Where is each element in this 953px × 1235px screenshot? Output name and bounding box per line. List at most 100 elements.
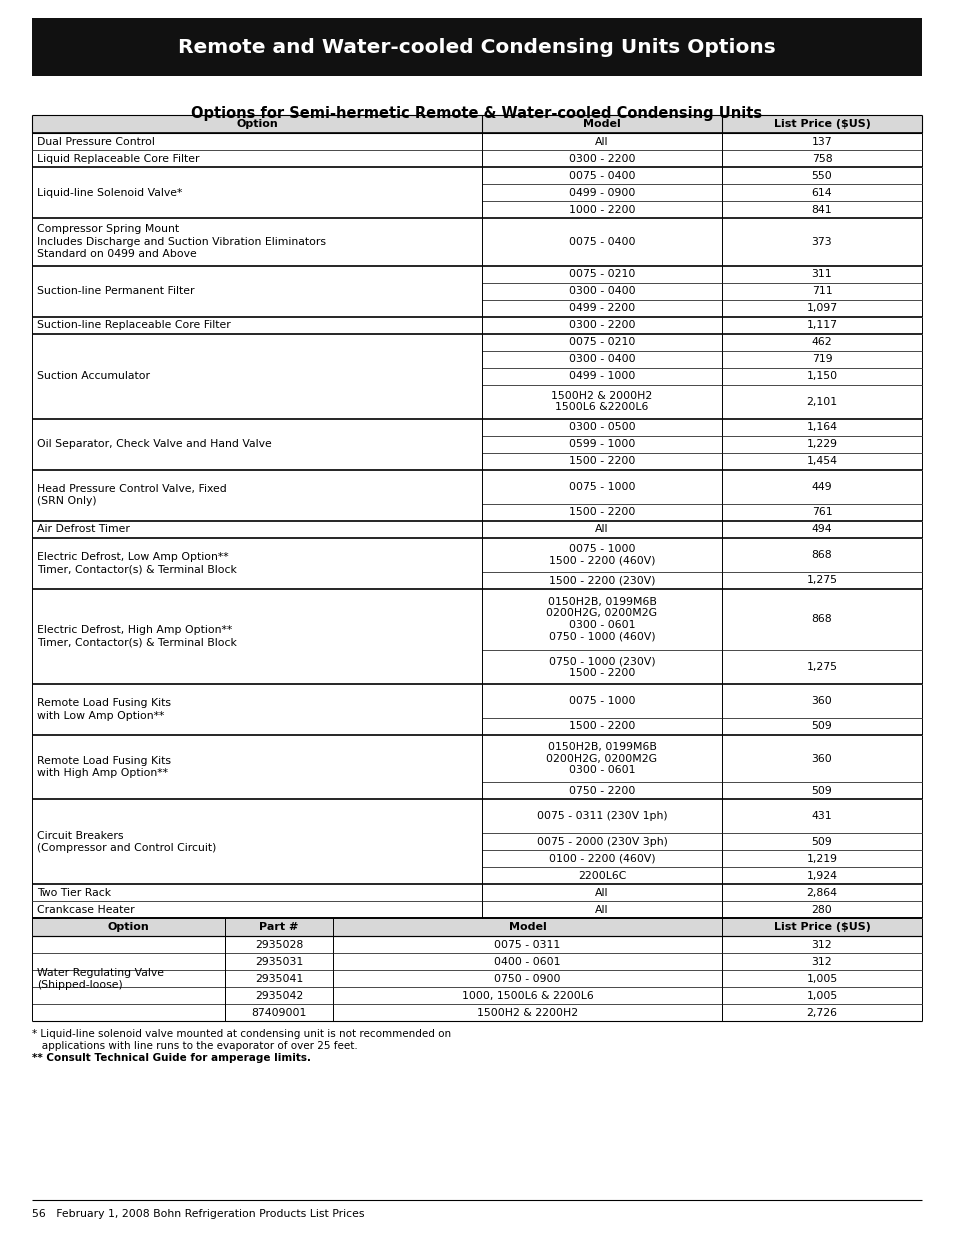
Text: * Liquid-line solenoid valve mounted at condensing unit is not recommended on: * Liquid-line solenoid valve mounted at … xyxy=(32,1030,451,1040)
Text: Oil Separator, Check Valve and Hand Valve: Oil Separator, Check Valve and Hand Valv… xyxy=(37,440,272,450)
Bar xyxy=(32,19,921,77)
Text: 280: 280 xyxy=(811,905,832,915)
Text: Remote and Water-cooled Condensing Units Options: Remote and Water-cooled Condensing Units… xyxy=(178,37,775,57)
Text: 0075 - 0311 (230V 1ph): 0075 - 0311 (230V 1ph) xyxy=(537,811,666,821)
Text: 1500H2 & 2000H2
1500L6 &2200L6: 1500H2 & 2000H2 1500L6 &2200L6 xyxy=(551,390,652,412)
Text: 0750 - 1000 (230V)
1500 - 2200: 0750 - 1000 (230V) 1500 - 2200 xyxy=(548,656,655,678)
Text: 373: 373 xyxy=(811,237,831,247)
Text: applications with line runs to the evaporator of over 25 feet.: applications with line runs to the evapo… xyxy=(32,1041,357,1051)
Text: 1,005: 1,005 xyxy=(805,974,837,984)
Text: 0599 - 1000: 0599 - 1000 xyxy=(568,440,635,450)
Text: Options for Semi-hermetic Remote & Water-cooled Condensing Units: Options for Semi-hermetic Remote & Water… xyxy=(192,105,761,121)
Text: 0075 - 0400: 0075 - 0400 xyxy=(568,170,635,180)
Text: 0499 - 0900: 0499 - 0900 xyxy=(568,188,635,198)
Text: 1,117: 1,117 xyxy=(805,320,837,330)
Text: List Price ($US): List Price ($US) xyxy=(773,923,869,932)
Text: 2200L6C: 2200L6C xyxy=(578,871,625,881)
Text: 1,924: 1,924 xyxy=(805,871,837,881)
Text: Water Regulating Valve
(Shipped-loose): Water Regulating Valve (Shipped-loose) xyxy=(37,968,164,990)
Text: 449: 449 xyxy=(811,482,831,492)
Text: 0075 - 1000
1500 - 2200 (460V): 0075 - 1000 1500 - 2200 (460V) xyxy=(548,543,655,566)
Text: 509: 509 xyxy=(811,837,832,847)
Text: 1,229: 1,229 xyxy=(805,440,837,450)
Text: 0300 - 0500: 0300 - 0500 xyxy=(568,422,635,432)
Text: 719: 719 xyxy=(811,354,831,364)
Text: 360: 360 xyxy=(811,695,832,705)
Text: 137: 137 xyxy=(811,137,831,147)
Text: 2,864: 2,864 xyxy=(805,888,837,898)
Text: Part #: Part # xyxy=(259,923,298,932)
Text: 1,275: 1,275 xyxy=(805,662,837,672)
Text: Model: Model xyxy=(582,119,620,128)
Text: 2935028: 2935028 xyxy=(254,940,303,950)
Text: 509: 509 xyxy=(811,785,832,795)
Text: Suction-line Replaceable Core Filter: Suction-line Replaceable Core Filter xyxy=(37,320,231,330)
Text: Electric Defrost, High Amp Option**
Timer, Contactor(s) & Terminal Block: Electric Defrost, High Amp Option** Time… xyxy=(37,625,236,647)
Bar xyxy=(32,115,921,133)
Text: Option: Option xyxy=(108,923,150,932)
Text: Air Defrost Timer: Air Defrost Timer xyxy=(37,524,130,534)
Text: 1000 - 2200: 1000 - 2200 xyxy=(568,205,635,215)
Text: Liquid-line Solenoid Valve*: Liquid-line Solenoid Valve* xyxy=(37,188,182,198)
Text: 761: 761 xyxy=(811,508,831,517)
Text: All: All xyxy=(595,524,608,534)
Text: Remote Load Fusing Kits
with Low Amp Option**: Remote Load Fusing Kits with Low Amp Opt… xyxy=(37,698,171,720)
Text: Option: Option xyxy=(236,119,277,128)
Text: 1500 - 2200: 1500 - 2200 xyxy=(568,721,635,731)
Text: 0150H2B, 0199M6B
0200H2G, 0200M2G
0300 - 0601
0750 - 1000 (460V): 0150H2B, 0199M6B 0200H2G, 0200M2G 0300 -… xyxy=(546,597,657,642)
Bar xyxy=(32,919,921,936)
Text: 0300 - 2200: 0300 - 2200 xyxy=(568,320,635,330)
Text: 868: 868 xyxy=(811,550,831,559)
Text: 1,005: 1,005 xyxy=(805,990,837,1000)
Text: All: All xyxy=(595,137,608,147)
Text: Model: Model xyxy=(508,923,546,932)
Text: 0075 - 1000: 0075 - 1000 xyxy=(568,482,635,492)
Text: 0075 - 0311: 0075 - 0311 xyxy=(494,940,560,950)
Text: Dual Pressure Control: Dual Pressure Control xyxy=(37,137,154,147)
Text: Two Tier Rack: Two Tier Rack xyxy=(37,888,111,898)
Text: 360: 360 xyxy=(811,753,832,763)
Text: 614: 614 xyxy=(811,188,831,198)
Text: Suction-line Permanent Filter: Suction-line Permanent Filter xyxy=(37,287,194,296)
Text: 550: 550 xyxy=(811,170,832,180)
Text: 1500 - 2200 (230V): 1500 - 2200 (230V) xyxy=(548,576,655,585)
Text: 312: 312 xyxy=(811,957,831,967)
Text: 0750 - 2200: 0750 - 2200 xyxy=(568,785,635,795)
Text: 0075 - 1000: 0075 - 1000 xyxy=(568,695,635,705)
Text: Electric Defrost, Low Amp Option**
Timer, Contactor(s) & Terminal Block: Electric Defrost, Low Amp Option** Timer… xyxy=(37,552,236,574)
Text: 0300 - 2200: 0300 - 2200 xyxy=(568,153,635,163)
Text: 1500 - 2200: 1500 - 2200 xyxy=(568,456,635,466)
Text: 1500 - 2200: 1500 - 2200 xyxy=(568,508,635,517)
Text: Suction Accumulator: Suction Accumulator xyxy=(37,370,150,382)
Text: 1,275: 1,275 xyxy=(805,576,837,585)
Text: ** Consult Technical Guide for amperage limits.: ** Consult Technical Guide for amperage … xyxy=(32,1053,311,1063)
Text: 87409001: 87409001 xyxy=(251,1008,306,1018)
Text: 758: 758 xyxy=(811,153,831,163)
Text: 1,164: 1,164 xyxy=(805,422,837,432)
Text: 462: 462 xyxy=(811,337,831,347)
Text: Remote Load Fusing Kits
with High Amp Option**: Remote Load Fusing Kits with High Amp Op… xyxy=(37,756,171,778)
Text: 1500H2 & 2200H2: 1500H2 & 2200H2 xyxy=(476,1008,578,1018)
Text: 0150H2B, 0199M6B
0200H2G, 0200M2G
0300 - 0601: 0150H2B, 0199M6B 0200H2G, 0200M2G 0300 -… xyxy=(546,742,657,776)
Text: Crankcase Heater: Crankcase Heater xyxy=(37,905,134,915)
Text: Compressor Spring Mount
Includes Discharge and Suction Vibration Eliminators
Sta: Compressor Spring Mount Includes Dischar… xyxy=(37,225,326,259)
Text: List Price ($US): List Price ($US) xyxy=(773,119,869,128)
Text: 2935041: 2935041 xyxy=(254,974,303,984)
Text: Head Pressure Control Valve, Fixed
(SRN Only): Head Pressure Control Valve, Fixed (SRN … xyxy=(37,484,227,506)
Text: 0499 - 2200: 0499 - 2200 xyxy=(568,303,635,314)
Text: 0499 - 1000: 0499 - 1000 xyxy=(568,370,635,382)
Text: 0300 - 0400: 0300 - 0400 xyxy=(568,354,635,364)
Text: 311: 311 xyxy=(811,269,831,279)
Text: 1,454: 1,454 xyxy=(805,456,837,466)
Text: 0075 - 0400: 0075 - 0400 xyxy=(568,237,635,247)
Text: 56   February 1, 2008 Bohn Refrigeration Products List Prices: 56 February 1, 2008 Bohn Refrigeration P… xyxy=(32,1209,364,1219)
Text: 1,150: 1,150 xyxy=(805,370,837,382)
Text: 509: 509 xyxy=(811,721,832,731)
Text: 2,726: 2,726 xyxy=(805,1008,837,1018)
Text: 2935042: 2935042 xyxy=(254,990,303,1000)
Text: 0400 - 0601: 0400 - 0601 xyxy=(494,957,560,967)
Text: 868: 868 xyxy=(811,614,831,624)
Text: Circuit Breakers
(Compressor and Control Circuit): Circuit Breakers (Compressor and Control… xyxy=(37,831,216,853)
Text: Liquid Replaceable Core Filter: Liquid Replaceable Core Filter xyxy=(37,153,199,163)
Text: 0075 - 0210: 0075 - 0210 xyxy=(568,269,635,279)
